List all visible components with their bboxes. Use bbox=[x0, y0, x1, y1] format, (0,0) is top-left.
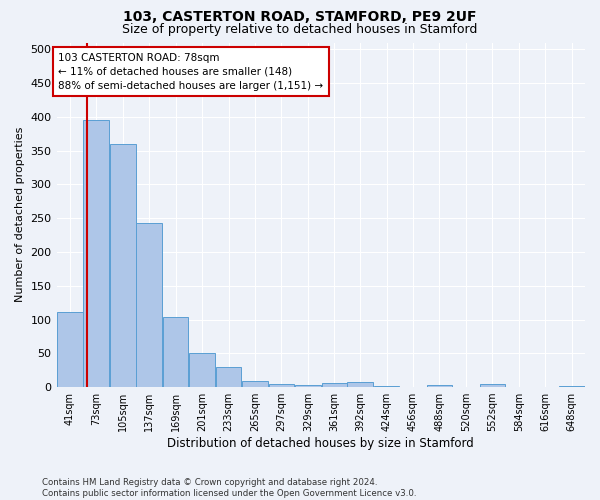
Text: 103 CASTERTON ROAD: 78sqm
← 11% of detached houses are smaller (148)
88% of semi: 103 CASTERTON ROAD: 78sqm ← 11% of detac… bbox=[58, 52, 323, 90]
Bar bbox=[269, 384, 295, 387]
Bar bbox=[83, 120, 109, 387]
Bar bbox=[136, 223, 162, 387]
Bar bbox=[347, 382, 373, 387]
Bar bbox=[559, 386, 584, 387]
Bar bbox=[479, 384, 505, 387]
Text: Size of property relative to detached houses in Stamford: Size of property relative to detached ho… bbox=[122, 22, 478, 36]
Bar bbox=[322, 383, 347, 387]
Bar bbox=[110, 144, 136, 387]
Bar bbox=[427, 385, 452, 387]
Bar bbox=[216, 367, 241, 387]
Y-axis label: Number of detached properties: Number of detached properties bbox=[15, 127, 25, 302]
Bar bbox=[242, 381, 268, 387]
Bar bbox=[163, 317, 188, 387]
X-axis label: Distribution of detached houses by size in Stamford: Distribution of detached houses by size … bbox=[167, 437, 474, 450]
Bar bbox=[189, 354, 215, 387]
Bar bbox=[57, 312, 83, 387]
Text: 103, CASTERTON ROAD, STAMFORD, PE9 2UF: 103, CASTERTON ROAD, STAMFORD, PE9 2UF bbox=[123, 10, 477, 24]
Bar bbox=[374, 386, 400, 387]
Bar bbox=[295, 385, 321, 387]
Text: Contains HM Land Registry data © Crown copyright and database right 2024.
Contai: Contains HM Land Registry data © Crown c… bbox=[42, 478, 416, 498]
